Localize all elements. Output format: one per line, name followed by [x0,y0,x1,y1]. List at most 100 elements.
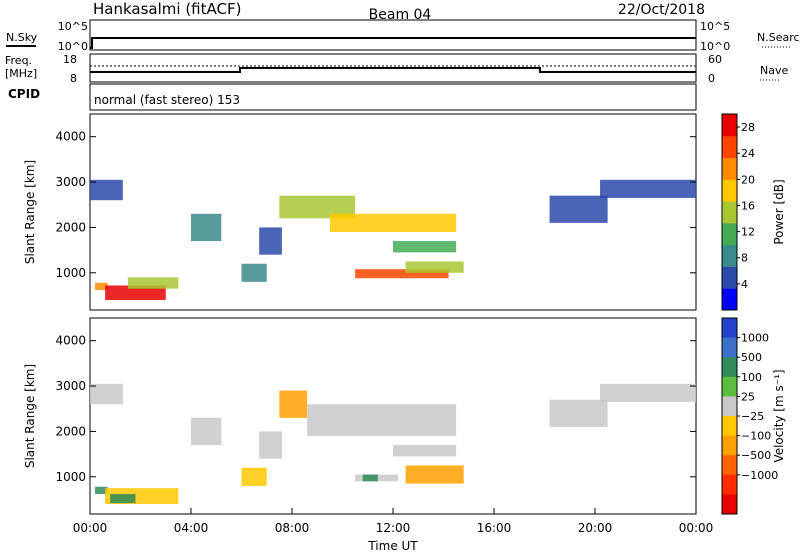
colorbar-tick-label: 4 [741,278,748,291]
colorbar-segment [722,244,737,267]
nave-tick-bottom: 0 [708,72,715,85]
colorbar-frame [721,113,738,311]
nave-label: Nave [760,64,788,77]
x-tick-label: 16:00 [477,521,512,535]
colorbar-tick-label: −25 [741,410,764,423]
colorbar-tick-label: −100 [741,430,771,443]
power-cbar-label: Power [dB] [772,179,786,244]
colorbar-tick-label: −500 [741,449,771,462]
scatter-region [90,179,123,201]
colorbar-tick-label: 1000 [741,332,769,345]
scatter-region [362,474,378,482]
scatter-region [191,213,222,242]
colorbar-segment [722,288,737,311]
colorbar-tick-label: 20 [741,173,755,186]
scatter-region [279,195,356,219]
nsky-label: N.Sky [6,31,38,44]
colorbar-segment [722,337,737,358]
velocity-ylabel: Slant Range [km] [23,364,37,468]
x-tick-label: 04:00 [174,521,209,535]
scatter-region [307,404,457,436]
noise-tick-top-right: 10^5 [700,20,730,33]
beam-title: Beam 04 [369,7,432,23]
noise-tick-bottom-right: 10^0 [700,40,730,53]
nsearch-label: N.Search [757,31,800,44]
scatter-region [549,195,608,223]
x-tick-label: 12:00 [376,521,411,535]
scatter-region [191,417,222,446]
colorbar-segment [722,201,737,224]
colorbar-segment [722,396,737,417]
velocity-panel: 1000 2000 3000 4000 00:00 04:00 08:00 12:00 16:… [23,317,714,553]
colorbar-tick-label: 8 [741,252,748,265]
scatter-region [393,445,457,457]
y-tick-label: 2000 [55,424,86,438]
colorbar-tick-label: 28 [741,121,755,134]
scatter-region [110,494,136,504]
freq-tick-bottom: 8 [70,72,77,85]
colorbar-tick-label: −1000 [741,469,778,482]
power-panel: 1000 2000 3000 4000 Slant Range [km] [23,113,697,311]
y-tick-label: 1000 [55,266,86,280]
y-tick-label: 2000 [55,220,86,234]
scatter-region [241,467,267,486]
colorbar-segment [722,435,737,456]
colorbar-segment [722,376,737,397]
power-colorbar: 4 8 12 16 20 24 28 [721,113,755,311]
site-title: Hankasalmi (fitACF) [93,0,241,18]
scatter-region [600,179,696,198]
x-tick-label: 08:00 [275,521,310,535]
x-tick-label: 00:00 [73,521,108,535]
colorbar-segment [722,157,737,180]
freq-label-2: [MHz] [5,67,37,80]
scatter-region [405,465,464,484]
velocity-xlabel: Time UT [367,539,418,553]
freq-tick-top: 18 [63,53,77,66]
scatter-region [105,285,166,301]
cpid-label: CPID [8,87,40,101]
scatter-region [355,269,449,279]
scatter-region [241,263,267,282]
scatter-region [393,241,457,253]
scatter-region [259,227,282,255]
colorbar-segment [722,416,737,437]
noise-tick-bottom: 10^0 [58,40,88,53]
x-tick-label: 20:00 [578,521,613,535]
colorbar-segment [722,266,737,289]
scatter-region [127,277,179,289]
scatter-region [95,282,108,291]
noise-sky-line [90,37,696,49]
scatter-region [549,399,608,427]
y-tick-label: 4000 [55,130,86,144]
colorbar-segment [722,357,737,378]
colorbar-tick-label: 100 [741,371,762,384]
freq-panel: Freq. [MHz] 18 8 60 0 Nave [5,53,788,85]
colorbar-segment [722,114,737,137]
scatter-region [259,431,282,459]
colorbar-segment [722,494,737,515]
noise-tick-top: 10^5 [58,20,88,33]
colorbar-tick-label: 25 [741,390,755,403]
nave-tick-top: 60 [708,53,722,66]
colorbar-segment [722,318,737,339]
colorbar-segment [722,179,737,202]
colorbar-tick-label: 500 [741,351,762,364]
colorbar-segment [722,222,737,246]
x-tick-label: 00:00 [679,521,714,535]
scatter-region [600,383,696,402]
y-tick-label: 4000 [55,334,86,348]
scatter-region [95,486,108,495]
freq-label-1: Freq. [5,54,32,67]
scatter-region [90,383,123,405]
colorbar-tick-label: 16 [741,199,755,212]
scatter-region [405,261,464,273]
colorbar-tick-label: 24 [741,147,755,160]
scatter-region [279,390,308,418]
velocity-cbar-label: Velocity [m s⁻¹] [772,369,786,462]
date-title: 22/Oct/2018 [618,2,705,18]
colorbar-tick-label: 12 [741,226,755,239]
cpid-text: normal (fast stereo) 153 [94,93,240,107]
y-tick-label: 1000 [55,470,86,484]
freq-line [90,67,696,73]
